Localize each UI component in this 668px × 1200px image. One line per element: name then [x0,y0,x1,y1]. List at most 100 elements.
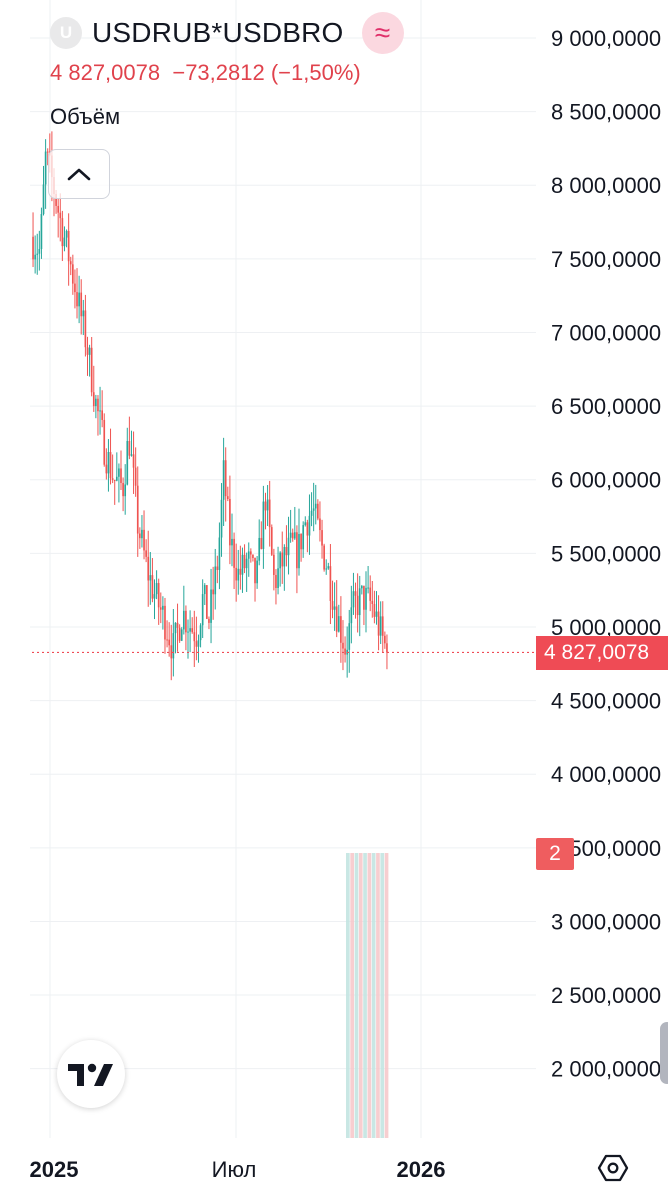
quote-line: 4 827,0078 −73,2812 (−1,50%) [50,60,361,86]
candle-body [44,151,47,185]
candle-body [120,468,122,483]
candle-body [325,568,328,570]
candle-body [208,618,210,623]
candle-body [384,635,386,644]
volume-bar [371,853,376,1138]
tradingview-logo[interactable] [57,1040,125,1108]
candle-body [224,460,227,497]
last-price: 4 827,0078 [50,60,161,85]
candle-body [76,292,78,307]
candle-body [71,264,74,284]
candle-body [109,452,112,479]
candle-body [348,623,351,650]
candle-body [214,566,217,595]
candle-body [220,499,223,538]
price-tick-label: 5 000,0000 [551,615,661,640]
candle-body [191,628,194,633]
scroll-handle[interactable] [660,1022,668,1084]
volume-bar [363,853,367,1138]
candle-body [195,641,198,647]
candle-body [354,591,357,596]
candle-body [212,589,214,595]
candle-body [367,587,369,589]
candle-body [377,611,380,636]
candle-body [88,347,91,355]
volume-bar [350,853,354,1138]
volume-label: Объём [50,104,121,129]
candle-body [317,503,319,519]
candle-body [103,419,106,465]
candle-body [111,478,114,480]
candle-body [333,606,336,610]
candle-body [107,452,110,474]
candle-body [122,482,124,497]
candle-body [149,575,152,581]
candle-body [241,554,244,575]
candle-body [95,398,97,407]
candle-body [275,574,277,588]
candle-body [329,566,332,602]
candle-body [218,537,221,570]
candle-body [302,525,305,550]
candle-body [61,218,64,247]
candle-body [256,560,258,584]
candle-body [84,310,87,348]
candle-body [130,454,133,456]
candle-body [174,622,177,634]
candle-body [239,568,242,575]
candles [32,131,388,681]
candle-body [115,476,118,481]
time-axis: 2025 Июл 2026 [30,1157,446,1182]
volume-bars [346,853,389,1138]
candle-body [201,594,204,626]
price-tick-label: 4 500,0000 [551,689,661,714]
candle-body [360,586,363,589]
candle-body [164,605,166,640]
candle-body [124,484,127,497]
candle-body [356,595,359,616]
candle-body [86,347,89,355]
price-axis: 9 000,0000 8 500,0000 8 000,0000 7 500,0000… [551,26,661,1082]
candle-body [128,440,131,456]
candle-body [126,440,129,485]
price-tick-label: 6 000,0000 [551,468,661,493]
volume-value-label: 2 [536,838,574,870]
symbol-name[interactable]: USDRUB*USDBRO [92,17,344,48]
candle-body [235,567,238,581]
candle-body [245,558,248,569]
candle-body [141,529,143,539]
volume-bar [358,853,363,1138]
candle-body [254,558,256,584]
candle-body [379,616,382,636]
candle-body [331,601,334,610]
candle-body [352,591,355,608]
candle-body [78,292,80,307]
settings-hexagon-icon[interactable] [597,1152,629,1184]
candle-body [69,261,72,265]
candle-body [358,588,361,616]
candle-body [304,522,307,526]
candle-body [143,529,145,551]
candle-body [155,583,158,595]
candle-body [365,587,367,610]
collapse-legend-button[interactable] [48,149,110,199]
candle-body [92,392,95,407]
candle-body [105,464,108,474]
candle-body [293,532,296,539]
candle-body [147,556,150,581]
candle-body [281,552,284,567]
symbol-icon[interactable]: U [50,17,82,49]
candle-body [67,230,70,262]
candle-body [176,622,179,628]
candle-body [46,151,49,153]
candle-body [229,498,231,546]
approx-equal-icon[interactable]: ≈ [361,12,404,54]
price-tick-label: 9 000,0000 [551,26,661,51]
candle-body [321,530,323,546]
candle-body [371,600,374,604]
candle-body [203,585,206,595]
candle-body [312,508,315,511]
time-tick-label: Июл [212,1157,257,1182]
candle-body [145,550,147,557]
